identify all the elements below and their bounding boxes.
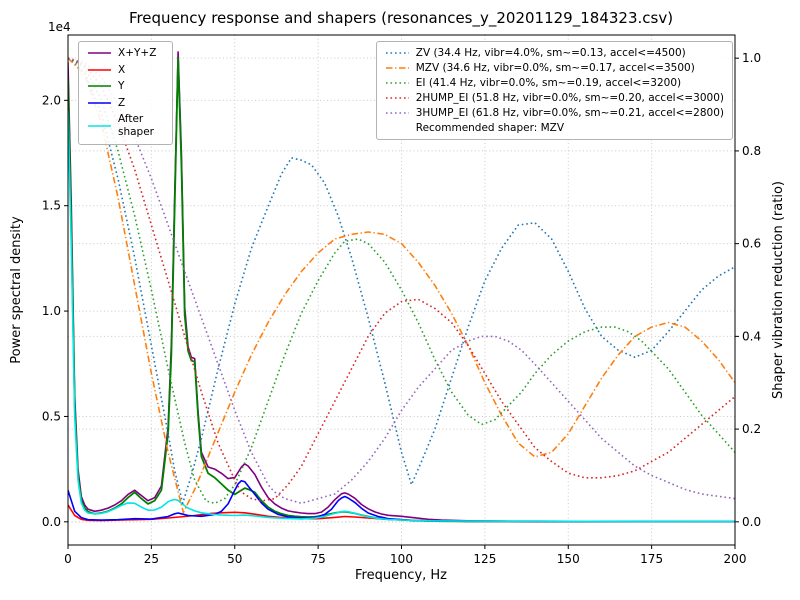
legend-label: EI (41.4 Hz, vibr=0.0%, sm~=0.19, accel<… [415,77,682,89]
x-tick-label: 200 [724,552,747,566]
y-left-tick-label: 1.5 [42,199,61,213]
legend-item: Z [87,97,164,110]
legend-item: 3HUMP_EI (61.8 Hz, vibr=0.0%, sm~=0.21, … [385,107,724,119]
series-mzv [68,57,735,514]
series-ei [68,57,735,505]
legend-item: X+Y+Z [87,47,164,60]
y-right-tick-label: 0.2 [742,422,761,436]
legend-label: After shaper [118,113,155,138]
psd-legend: X+Y+Z X Y Z After shaper [78,41,173,145]
x-tick-label: 75 [310,552,325,566]
y-right-tick-label: 0.0 [742,515,761,529]
legend-label: X [118,63,126,76]
x-tick-label: 100 [390,552,413,566]
chart-title: Frequency response and shapers (resonanc… [129,9,673,28]
y-left-axis-label: Power spectral density [9,216,24,364]
series-3hump-ei [68,57,735,505]
legend-label: Recommended shaper: MZV [415,122,565,134]
shaper-legend: ZV (34.4 Hz, vibr=4.0%, sm~=0.13, accel<… [375,41,733,140]
y-right-tick-label: 0.8 [742,144,761,158]
y-left-offset-text: 1e4 [48,20,71,34]
legend-label: X+Y+Z [118,47,157,59]
legend-swatch [385,97,409,99]
y-right-axis-label: Shaper vibration reduction (ratio) [771,181,786,399]
series-after-shaper [68,110,735,523]
legend-label: Z [118,96,126,109]
legend-swatch [88,52,111,55]
y-left-tick-label: 2.0 [42,93,61,107]
legend-item: Y [87,80,164,93]
x-tick-label: 25 [144,552,159,566]
x-tick-label: 150 [557,552,580,566]
plot-area: 0 25 50 75 100 125 150 175 200 0.0 0.5 1.0 1.5 2.0 0.0… [42,34,761,566]
legend-label: Y [118,80,125,93]
legend-item: 2HUMP_EI (51.8 Hz, vibr=0.0%, sm~=0.20, … [385,92,724,104]
y-right-tick-label: 0.4 [742,329,761,343]
x-tick-label: 50 [227,552,242,566]
x-tick-label: 0 [64,552,72,566]
legend-item: X [87,64,164,77]
legend-item: EI (41.4 Hz, vibr=0.0%, sm~=0.19, accel<… [385,77,724,89]
legend-swatch [385,67,409,69]
y-right-tick-label: 1.0 [742,51,761,65]
legend-swatch [88,69,111,71]
legend-label: 2HUMP_EI (51.8 Hz, vibr=0.0%, sm~=0.20, … [415,92,724,104]
x-tick-label: 125 [473,552,496,566]
legend-label: MZV (34.6 Hz, vibr=0.0%, sm~=0.17, accel… [415,62,695,74]
series-x-y-z [68,51,735,523]
recommended-shaper-note: Recommended shaper: MZV [385,122,724,134]
series-2hump-ei [68,57,735,502]
y-left-tick-label: 0.5 [42,409,61,423]
legend-item: After shaper [87,113,164,138]
legend-swatch [88,125,111,127]
legend-swatch [385,52,409,54]
legend-item: ZV (34.4 Hz, vibr=4.0%, sm~=0.13, accel<… [385,47,724,59]
legend-swatch [88,102,111,104]
legend-swatch [385,112,409,114]
x-axis-label: Frequency, Hz [355,568,447,583]
legend-swatch [88,85,111,88]
legend-label: 3HUMP_EI (61.8 Hz, vibr=0.0%, sm~=0.21, … [415,107,724,119]
y-left-tick-label: 0.0 [42,515,61,529]
legend-label: ZV (34.4 Hz, vibr=4.0%, sm~=0.13, accel<… [415,47,686,59]
y-right-tick-label: 0.6 [742,237,761,251]
x-tick-label: 175 [640,552,663,566]
legend-item: MZV (34.6 Hz, vibr=0.0%, sm~=0.17, accel… [385,62,724,74]
legend-swatch [385,82,409,84]
series-z [68,479,735,523]
y-left-tick-label: 1.0 [42,304,61,318]
